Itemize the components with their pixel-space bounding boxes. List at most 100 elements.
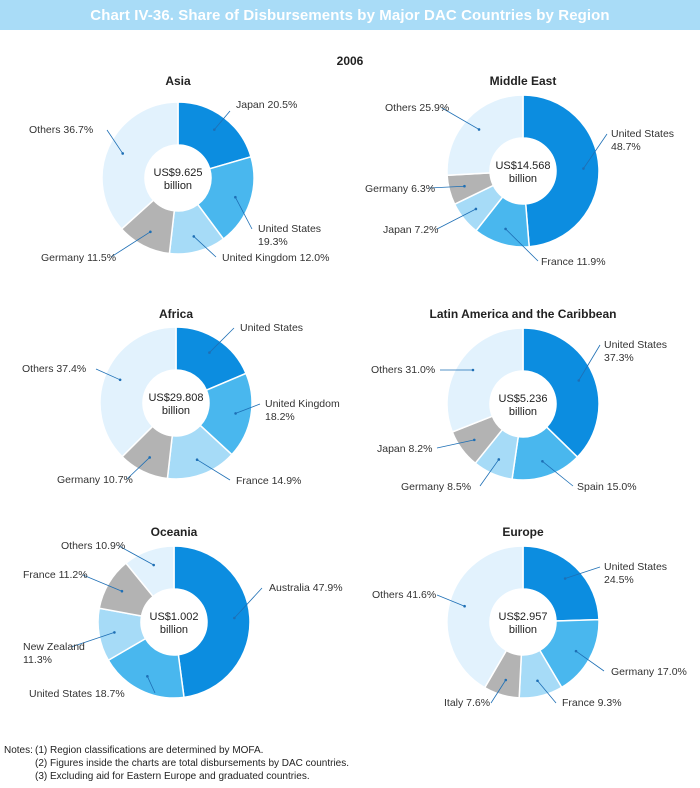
leader-dot — [213, 128, 216, 131]
slice-label-france: France 9.3% — [562, 697, 622, 709]
center-total-1: billion — [509, 624, 537, 636]
slice-label-germany: Germany 6.3% — [365, 183, 435, 195]
center-total-1: billion — [160, 624, 188, 636]
slice-label-others: Others 41.6% — [372, 589, 436, 601]
notes-label: Notes: — [4, 745, 33, 756]
leader-dot — [148, 456, 151, 459]
donut-hole — [491, 590, 555, 654]
leader-line — [147, 676, 156, 694]
leader-dot — [234, 195, 237, 199]
leader-dot — [504, 678, 508, 682]
leader-line — [106, 129, 124, 154]
leader-line — [542, 460, 574, 487]
leader-line — [234, 587, 263, 619]
donut-chart-latin-america-and-the-caribbean: Latin America and the Caribbean United St… — [371, 307, 667, 493]
leader-dot — [149, 230, 152, 234]
leader-line — [436, 208, 477, 230]
leader-line — [126, 457, 150, 480]
slice-label-united-states: United States 24.5% — [604, 561, 667, 586]
leader-dot — [471, 368, 475, 372]
slice-europe-united-states — [522, 545, 600, 622]
slice-label-united-kingdom: United Kingdom 12.0% — [222, 252, 329, 264]
slice-label-france: France 11.2% — [23, 569, 88, 581]
center-total-0: US$1.002 — [150, 611, 199, 623]
slice-label-japan: Japan 8.2% — [377, 443, 432, 455]
slice-label-japan: Japan 20.5% — [236, 99, 297, 111]
leader-dot — [474, 207, 478, 211]
leader-line — [214, 110, 231, 130]
slice-label-united-kingdom: United Kingdom 18.2% — [265, 398, 340, 423]
leader-line — [578, 344, 601, 381]
leader-dot — [234, 412, 237, 415]
leader-dot — [577, 379, 581, 382]
leader-line — [193, 236, 217, 258]
donut-hole — [142, 590, 206, 654]
chart-title-europe: Europe — [502, 525, 544, 539]
slice-label-united-states: United States 18.7% — [29, 688, 125, 700]
leader-dot — [541, 459, 544, 463]
leader-dot — [477, 128, 481, 131]
slice-label-new-zealand: New Zealand 11.3% — [23, 641, 85, 666]
leader-dot — [233, 616, 236, 620]
chart-title-oceania: Oceania — [151, 525, 198, 539]
leader-dot — [121, 152, 125, 155]
chart-title-asia: Asia — [165, 74, 191, 88]
slice-latin-america-and-the-caribbean-united-states — [522, 327, 600, 459]
donut-chart-europe: Europe United States 24.5% Germany 17.0% Fra… — [372, 525, 687, 709]
center-total-0: US$5.236 — [499, 393, 548, 405]
leader-dot — [504, 227, 507, 231]
slice-africa-others — [99, 326, 177, 458]
leader-line — [428, 185, 465, 189]
slice-label-others: Others 37.4% — [22, 363, 86, 375]
donut-hole — [491, 372, 555, 436]
slice-label-france: France 11.9% — [541, 256, 606, 268]
center-total-0: US$29.808 — [148, 392, 203, 404]
donut-hole — [146, 146, 210, 210]
note-1: (1) Region classifications are determine… — [35, 745, 264, 756]
center-total-1: billion — [509, 406, 537, 418]
leader-line — [537, 680, 557, 704]
slice-europe-others — [446, 545, 524, 689]
slice-label-germany: Germany 8.5% — [401, 481, 471, 493]
chart-title-latin-america-and-the-caribbean: Latin America and the Caribbean — [430, 307, 617, 321]
leader-dot — [192, 235, 196, 238]
leader-dot — [536, 679, 539, 683]
slice-label-united-states: United States 37.3% — [604, 339, 667, 364]
leader-dot — [472, 438, 476, 442]
leader-line — [479, 459, 500, 487]
donut-hole — [491, 139, 555, 203]
slice-asia-japan — [177, 101, 252, 170]
leader-dot — [146, 675, 149, 678]
leader-line — [490, 679, 507, 704]
note-2: (2) Figures inside the charts are total … — [35, 758, 350, 769]
leader-line — [235, 197, 253, 230]
leader-line — [575, 650, 605, 672]
slice-label-united-states: United States 19.3% — [258, 223, 321, 248]
leader-dot — [497, 458, 501, 461]
slice-label-australia: Australia 47.9% — [269, 582, 343, 594]
center-total-0: US$14.568 — [495, 160, 550, 172]
leader-dot — [463, 604, 466, 608]
slice-label-spain: Spain 15.0% — [577, 481, 637, 493]
leader-line — [70, 632, 115, 648]
slice-label-others: Others 25.9% — [385, 102, 449, 114]
slice-label-france: France 14.9% — [236, 475, 301, 487]
slice-label-italy: Italy 7.6% — [444, 697, 490, 709]
chart-title-middle-east: Middle East — [490, 74, 557, 88]
donut-chart-oceania: Oceania Australia 47.9% United States 18.7… — [23, 525, 343, 700]
slice-middle-east-others — [446, 94, 524, 177]
slice-label-germany: Germany 11.5% — [41, 252, 116, 264]
leader-dot — [118, 378, 122, 382]
chart-title: Chart IV-36. Share of Disbursements by M… — [90, 6, 610, 24]
leader-line — [110, 231, 151, 258]
donut-chart-middle-east: Middle East United States 48.7% France 11.9… — [365, 74, 674, 268]
leader-dot — [113, 631, 116, 634]
slice-label-united-states: United States 48.7% — [611, 128, 674, 153]
chart-title-africa: Africa — [159, 307, 193, 321]
note-3: (3) Excluding aid for Eastern Europe and… — [35, 771, 310, 782]
leader-line — [82, 574, 123, 592]
leader-line — [505, 228, 539, 262]
leader-line — [209, 327, 235, 353]
chart-title-banner: Chart IV-36. Share of Disbursements by M… — [0, 0, 700, 30]
